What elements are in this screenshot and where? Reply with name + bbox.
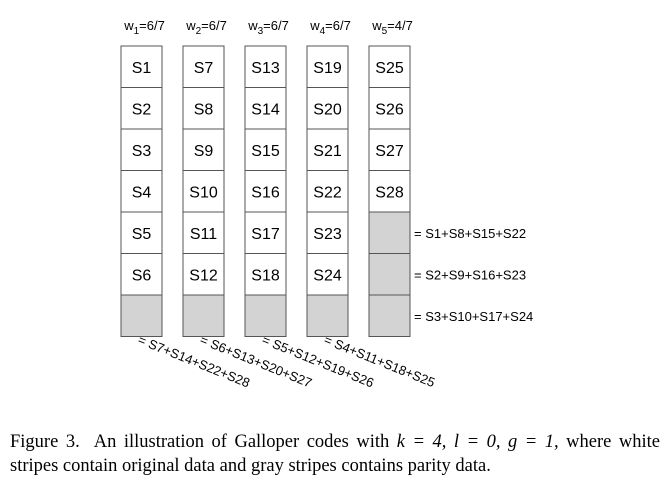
data-cell-label-S17: S17 <box>251 226 280 243</box>
data-cell-label-S20: S20 <box>313 101 342 118</box>
parity-cell-col4-1 <box>306 294 349 337</box>
data-cell-S17 <box>244 211 287 254</box>
parity-cell-col1-1 <box>120 294 163 337</box>
data-cell-S2 <box>120 87 163 130</box>
data-cell-S10 <box>182 170 225 213</box>
data-cell-label-S28: S28 <box>375 184 404 201</box>
data-cell-S8 <box>182 87 225 130</box>
data-cell-S21 <box>306 128 349 171</box>
data-cell-label-S11: S11 <box>190 226 217 243</box>
row-parity-label-3: = S3+S10+S17+S24 <box>414 309 533 324</box>
data-cell-label-S26: S26 <box>375 101 404 118</box>
column-header-2: w2=6/7 <box>185 18 227 37</box>
figure-caption: Figure 3. An illustration of Galloper cod… <box>10 430 660 478</box>
data-cell-S23 <box>306 211 349 254</box>
data-cell-label-S12: S12 <box>189 267 218 284</box>
data-cell-S4 <box>120 170 163 213</box>
data-cell-label-S14: S14 <box>251 101 280 118</box>
data-cell-label-S27: S27 <box>375 143 404 160</box>
data-cell-S20 <box>306 87 349 130</box>
data-cell-label-S10: S10 <box>189 184 218 201</box>
data-cell-label-S9: S9 <box>194 143 214 160</box>
data-cell-label-S1: S1 <box>132 60 152 77</box>
data-cell-label-S3: S3 <box>132 143 152 160</box>
data-cell-label-S24: S24 <box>313 267 342 284</box>
column-header-4: w4=6/7 <box>309 18 351 37</box>
data-cell-S26 <box>368 87 411 130</box>
caption-math: k = 4, l = 0, g = 1, <box>396 432 559 452</box>
data-cell-label-S16: S16 <box>251 184 280 201</box>
data-cell-S16 <box>244 170 287 213</box>
data-cell-S12 <box>182 253 225 296</box>
data-cell-label-S8: S8 <box>194 101 214 118</box>
parity-cell-col2-1 <box>182 294 225 337</box>
parity-cell-col5-2 <box>368 253 411 296</box>
data-cell-label-S5: S5 <box>132 226 152 243</box>
data-cell-S18 <box>244 253 287 296</box>
column-parity-label-1: = S7+S14+S22+S28 <box>136 332 252 391</box>
galloper-code-diagram: w1=6/7 S1 S2 S3 S4 S5 S6 w2=6/7 S7 S8 S9 S10 S11 S12 w… <box>120 18 533 391</box>
data-cell-label-S19: S19 <box>313 60 342 77</box>
data-cell-label-S13: S13 <box>251 60 280 77</box>
data-cell-label-S7: S7 <box>194 60 214 77</box>
data-cell-S11 <box>182 211 225 254</box>
data-cell-label-S2: S2 <box>132 101 152 118</box>
caption-text-after: where white stripes contain original dat… <box>10 432 660 476</box>
data-cell-label-S6: S6 <box>132 267 152 284</box>
data-cell-label-S4: S4 <box>132 184 152 201</box>
column-header-3: w3=6/7 <box>247 18 289 37</box>
data-cell-S6 <box>120 253 163 296</box>
caption-text-before: An illustration of Galloper codes with <box>93 432 397 452</box>
row-parity-label-1: = S1+S8+S15+S22 <box>414 226 526 241</box>
parity-cell-col5-3 <box>368 294 411 337</box>
parity-cell-col3-1 <box>244 294 287 337</box>
data-cell-S1 <box>120 45 163 88</box>
parity-cell-col5-1 <box>368 211 411 254</box>
data-cell-S22 <box>306 170 349 213</box>
data-cell-S28 <box>368 170 411 213</box>
data-cell-label-S23: S23 <box>313 226 342 243</box>
data-cell-label-S15: S15 <box>251 143 280 160</box>
data-cell-label-S25: S25 <box>375 60 404 77</box>
data-cell-label-S22: S22 <box>313 184 342 201</box>
caption-label: Figure 3. <box>10 432 80 452</box>
data-cell-label-S18: S18 <box>251 267 280 284</box>
column-header-1: w1=6/7 <box>123 18 165 37</box>
data-cell-S14 <box>244 87 287 130</box>
data-cell-S27 <box>368 128 411 171</box>
data-cell-label-S21: S21 <box>313 143 342 160</box>
data-cell-S24 <box>306 253 349 296</box>
column-header-5: w5=4/7 <box>371 18 413 37</box>
row-parity-label-2: = S2+S9+S16+S23 <box>414 267 526 282</box>
data-cell-S19 <box>306 45 349 88</box>
